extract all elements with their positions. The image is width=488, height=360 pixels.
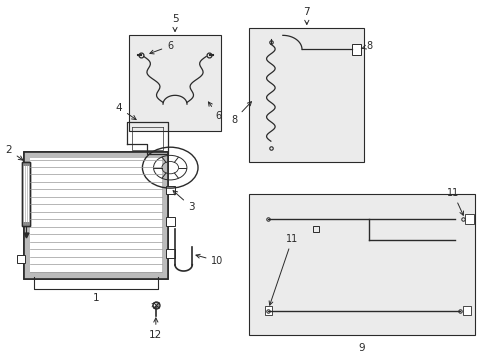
Bar bbox=[24, 152, 167, 279]
Bar bbox=[24, 152, 167, 158]
Bar bbox=[17, 256, 24, 263]
Text: 4: 4 bbox=[116, 103, 136, 120]
Bar bbox=[21, 162, 30, 166]
Bar bbox=[249, 28, 364, 162]
Bar bbox=[249, 194, 473, 335]
Bar bbox=[21, 162, 30, 226]
Text: 3: 3 bbox=[173, 191, 195, 212]
Bar bbox=[166, 217, 175, 226]
Text: 6: 6 bbox=[150, 41, 173, 54]
Text: 8: 8 bbox=[231, 102, 251, 125]
Bar bbox=[462, 306, 470, 315]
Bar bbox=[166, 249, 175, 258]
Text: 8: 8 bbox=[361, 41, 372, 51]
Bar bbox=[264, 306, 272, 315]
Text: 7: 7 bbox=[303, 7, 309, 24]
Text: 9: 9 bbox=[358, 343, 365, 352]
Text: 1: 1 bbox=[92, 293, 99, 303]
Bar bbox=[24, 152, 30, 279]
Text: 6: 6 bbox=[208, 102, 222, 121]
Bar bbox=[21, 162, 30, 226]
Bar bbox=[24, 273, 167, 279]
Bar bbox=[24, 152, 167, 279]
Bar bbox=[351, 44, 360, 55]
Bar bbox=[464, 213, 472, 224]
Text: 12: 12 bbox=[149, 318, 162, 340]
Text: 2: 2 bbox=[5, 145, 23, 160]
Text: 10: 10 bbox=[196, 254, 223, 266]
Text: 11: 11 bbox=[446, 188, 463, 215]
Bar bbox=[21, 222, 30, 226]
Bar bbox=[166, 186, 175, 194]
Bar bbox=[129, 35, 220, 131]
Text: 11: 11 bbox=[268, 234, 298, 305]
Text: 5: 5 bbox=[171, 14, 178, 31]
Bar bbox=[162, 152, 167, 279]
